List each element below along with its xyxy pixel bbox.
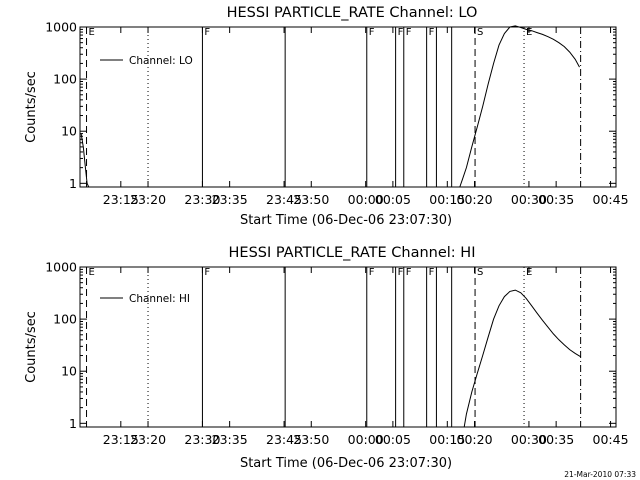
x-axis-label: Start Time (06-Dec-06 23:07:30) xyxy=(240,456,452,471)
event-marker: F xyxy=(429,267,435,278)
panel-hi: HESSI PARTICLE_RATE Channel: HI EFFFFFSE… xyxy=(24,245,629,471)
x-tick-label: 23:45 xyxy=(266,192,302,207)
x-tick-label: 23:30 xyxy=(184,432,220,447)
timestamp: 21-Mar-2010 07:33 xyxy=(564,470,636,479)
panel-lo: HESSI PARTICLE_RATE Channel: LO EFFFFFSE… xyxy=(24,5,629,228)
event-marker: E xyxy=(89,267,95,278)
x-tick-label: 00:35 xyxy=(538,432,574,447)
chart-title: HESSI PARTICLE_RATE Channel: HI xyxy=(229,245,476,261)
x-tick-label: 23:30 xyxy=(184,192,220,207)
event-marker: F xyxy=(398,267,404,278)
event-marker: F xyxy=(204,27,210,38)
x-tick-label: 23:50 xyxy=(293,192,329,207)
chart-title: HESSI PARTICLE_RATE Channel: LO xyxy=(227,5,478,21)
legend-label: Channel: LO xyxy=(129,55,193,67)
event-marker: E xyxy=(89,27,95,38)
event-marker: F xyxy=(406,27,412,38)
plot-frame xyxy=(79,266,617,428)
x-tick-label: 00:00 xyxy=(348,432,384,447)
event-marker: F xyxy=(406,267,412,278)
x-tick-label: 23:35 xyxy=(212,432,248,447)
y-tick-label: 10 xyxy=(61,364,77,379)
x-tick-label: 00:15 xyxy=(429,192,465,207)
x-tick-label: 23:15 xyxy=(103,192,139,207)
x-tick-label: 00:45 xyxy=(593,192,629,207)
x-tick-label: 00:05 xyxy=(375,192,411,207)
y-tick-label: 1000 xyxy=(45,20,77,35)
legend-label: Channel: HI xyxy=(129,293,190,305)
event-marker: F xyxy=(398,27,404,38)
series-line xyxy=(459,25,580,188)
plot-frame xyxy=(79,26,617,188)
x-tick-label: 00:30 xyxy=(511,192,547,207)
x-tick-label: 00:00 xyxy=(348,192,384,207)
x-tick-label: 23:20 xyxy=(130,432,166,447)
y-tick-label: 1000 xyxy=(45,260,77,275)
x-tick-label: 00:05 xyxy=(375,432,411,447)
x-tick-label: 23:20 xyxy=(130,192,166,207)
y-tick-label: 10 xyxy=(61,124,77,139)
series-line xyxy=(463,289,581,428)
legend: Channel: HI xyxy=(100,293,190,305)
x-tick-label: 00:15 xyxy=(429,432,465,447)
event-marker: F xyxy=(369,27,375,38)
event-marker: S xyxy=(477,267,483,278)
event-marker: S xyxy=(477,27,483,38)
x-tick-label: 00:30 xyxy=(511,432,547,447)
y-tick-label: 100 xyxy=(53,72,77,87)
event-marker: F xyxy=(429,27,435,38)
series-line xyxy=(80,133,90,188)
x-tick-label: 00:35 xyxy=(538,192,574,207)
x-tick-label: 23:35 xyxy=(212,192,248,207)
y-tick-label: 1 xyxy=(69,176,77,191)
event-marker: F xyxy=(369,267,375,278)
x-tick-label: 23:50 xyxy=(293,432,329,447)
y-tick-label: 100 xyxy=(53,312,77,327)
y-tick-label: 1 xyxy=(69,416,77,431)
legend: Channel: LO xyxy=(100,55,193,67)
x-tick-label: 00:20 xyxy=(457,432,493,447)
event-marker: F xyxy=(204,267,210,278)
x-tick-label: 23:45 xyxy=(266,432,302,447)
y-axis-label: Counts/sec xyxy=(24,71,39,143)
x-axis-label: Start Time (06-Dec-06 23:07:30) xyxy=(240,213,452,228)
y-axis-label: Counts/sec xyxy=(24,311,39,383)
x-tick-label: 23:15 xyxy=(103,432,139,447)
x-tick-label: 00:45 xyxy=(593,432,629,447)
x-tick-label: 00:20 xyxy=(457,192,493,207)
